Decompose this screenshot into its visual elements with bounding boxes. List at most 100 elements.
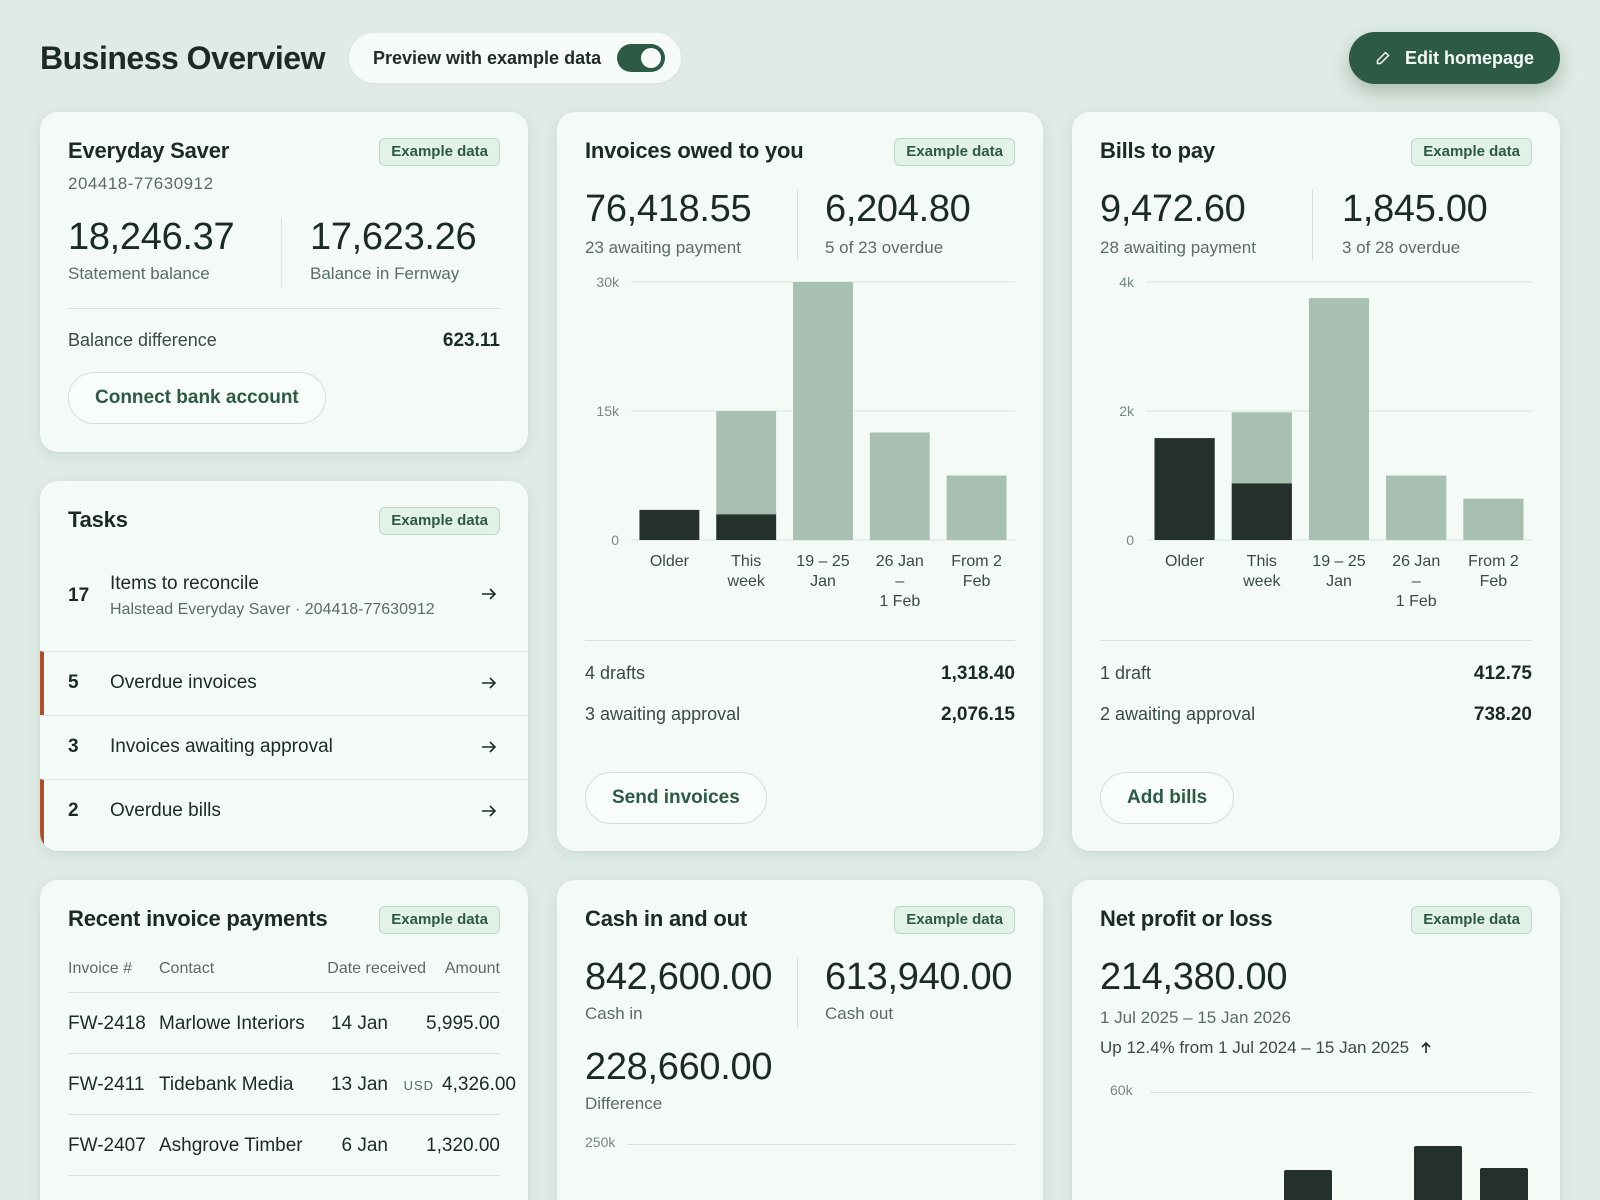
account-number: 204418-77630912 <box>68 174 214 193</box>
bar-segment[interactable] <box>1463 498 1524 540</box>
overdue-total: 1,845.00 <box>1342 188 1488 230</box>
pencil-icon <box>1376 51 1390 65</box>
overdue-label: 5 of 23 overdue <box>825 238 944 257</box>
edit-homepage-button[interactable]: Edit homepage <box>1348 32 1560 84</box>
bar-segment[interactable] <box>1308 298 1370 540</box>
cash-in-out-card: Cash in and out Example data 842,600.00 … <box>557 880 1043 1200</box>
divider <box>1312 190 1313 260</box>
y-tick-label: 30k <box>596 274 620 290</box>
card-title: Invoices owed to you <box>585 138 804 163</box>
bar-segment[interactable] <box>793 282 853 540</box>
example-data-badge: Example data <box>379 507 500 535</box>
bills-to-pay-card: Bills to pay Example data 9,472.60 28 aw… <box>1072 112 1560 851</box>
x-tick-label: Jan <box>810 573 836 590</box>
x-tick-label: – <box>895 573 904 590</box>
task-item-invoices-approval[interactable]: 3 Invoices awaiting approval <box>40 715 528 779</box>
card-title: Cash in and out <box>585 906 748 931</box>
bar-segment[interactable] <box>716 411 777 515</box>
task-count: 17 <box>68 585 90 606</box>
approval-label: 3 awaiting approval <box>585 704 741 724</box>
amount: 1,320.00 <box>426 1135 500 1156</box>
drafts-label: 4 drafts <box>585 663 646 683</box>
net-profit-card: Net profit or loss Example data 214,380.… <box>1072 880 1560 1200</box>
divider <box>68 1053 500 1054</box>
profit-bar <box>1414 1146 1462 1200</box>
period-label: 1 Jul 2025 – 15 Jan 2026 <box>1100 1008 1291 1027</box>
divider <box>68 1114 500 1115</box>
bar-segment[interactable] <box>869 432 930 541</box>
change-label: Up 12.4% from 1 Jul 2024 – 15 Jan 2025 <box>1100 1038 1410 1057</box>
x-tick-label: 26 Jan <box>1392 553 1440 570</box>
balance-difference-label: Balance difference <box>68 330 217 350</box>
date-received: 13 Jan <box>330 1074 388 1095</box>
x-tick-label: Jan <box>1326 573 1352 590</box>
cash-out-value: 613,940.00 <box>825 956 1013 998</box>
y-tick-label: 4k <box>1119 274 1135 290</box>
connect-bank-account-button[interactable]: Connect bank account <box>68 372 326 424</box>
x-tick-label: 1 Feb <box>1396 593 1437 610</box>
bar-segment[interactable] <box>716 514 777 540</box>
bills-bar-chart: 0 2k 4k Older This week 19 – 25 Jan 26 Jan – 1 Feb… <box>1119 274 1532 610</box>
bar-segment[interactable] <box>1231 483 1292 540</box>
x-tick-label: 1 Feb <box>879 593 920 610</box>
arrow-right-icon <box>482 741 497 753</box>
card-title: Recent invoice payments <box>68 906 328 931</box>
y-tick-label: 0 <box>611 532 619 548</box>
task-sublabel: Halstead Everyday Saver · 204418-7763091… <box>110 601 435 618</box>
balance-difference-value: 623.11 <box>442 330 500 351</box>
date-received: 14 Jan <box>330 1013 388 1034</box>
fernway-balance-label: Balance in Fernway <box>310 264 460 283</box>
difference-value: 228,660.00 <box>585 1046 773 1088</box>
column-header-invoice: Invoice # <box>68 960 133 977</box>
arrow-right-icon <box>482 588 497 600</box>
approval-value: 2,076.15 <box>941 704 1015 725</box>
profit-bar <box>1284 1170 1332 1200</box>
header: Business Overview Preview with example d… <box>40 32 1560 84</box>
y-axis-tick: 250k <box>585 1134 616 1150</box>
task-item-overdue-bills[interactable]: 2 Overdue bills <box>40 779 528 851</box>
task-item-overdue-invoices[interactable]: 5 Overdue invoices <box>40 651 528 715</box>
cash-in-label: Cash in <box>585 1004 643 1023</box>
task-count: 3 <box>68 736 79 757</box>
card-title: Bills to pay <box>1100 138 1215 163</box>
currency-code: USD <box>403 1078 435 1093</box>
statement-balance-label: Statement balance <box>68 264 210 283</box>
example-data-badge: Example data <box>1411 906 1532 934</box>
send-invoices-button[interactable]: Send invoices <box>585 772 767 824</box>
bar-segment[interactable] <box>1386 475 1447 541</box>
x-tick-label: 19 – 25 <box>796 553 849 570</box>
awaiting-total: 76,418.55 <box>585 188 752 230</box>
bar-segment[interactable] <box>639 509 700 540</box>
bar-segment[interactable] <box>1231 412 1292 484</box>
approval-label: 2 awaiting approval <box>1100 704 1256 724</box>
statement-balance: 18,246.37 <box>68 216 235 258</box>
net-profit-value: 214,380.00 <box>1100 956 1288 998</box>
task-count: 2 <box>68 800 79 821</box>
divider <box>281 218 282 288</box>
drafts-value: 412.75 <box>1473 663 1532 684</box>
card-title: Everyday Saver <box>68 138 230 163</box>
bar-segment[interactable] <box>1154 438 1215 540</box>
amount: 5,995.00 <box>426 1013 500 1034</box>
invoices-owed-card: Invoices owed to you Example data 76,418… <box>557 112 1043 851</box>
task-item-reconcile[interactable]: 17 Items to reconcile Halstead Everyday … <box>40 555 528 633</box>
preview-toggle-pill[interactable]: Preview with example data <box>348 33 682 83</box>
drafts-label: 1 draft <box>1100 663 1152 683</box>
preview-toggle[interactable] <box>617 44 666 72</box>
overdue-total: 6,204.80 <box>825 188 971 230</box>
contact-name: Marlowe Interiors <box>159 1013 305 1034</box>
profit-bar <box>1480 1168 1528 1200</box>
example-data-badge: Example data <box>379 906 500 934</box>
add-bills-button[interactable]: Add bills <box>1100 772 1235 824</box>
task-label: Items to reconcile <box>110 573 259 594</box>
bank-account-card: Everyday Saver Example data 204418-77630… <box>40 112 528 452</box>
x-tick-label: Feb <box>1480 573 1508 590</box>
divider <box>585 640 1015 641</box>
date-received: 6 Jan <box>341 1135 388 1156</box>
x-tick-label: week <box>727 573 766 590</box>
change-summary: Up 12.4% from 1 Jul 2024 – 15 Jan 2025 <box>1100 1038 1433 1058</box>
example-data-badge: Example data <box>894 906 1015 934</box>
task-label: Invoices awaiting approval <box>110 736 333 757</box>
bar-segment[interactable] <box>946 475 1007 541</box>
tasks-card: Tasks Example data 17 Items to reconcile… <box>40 481 528 851</box>
